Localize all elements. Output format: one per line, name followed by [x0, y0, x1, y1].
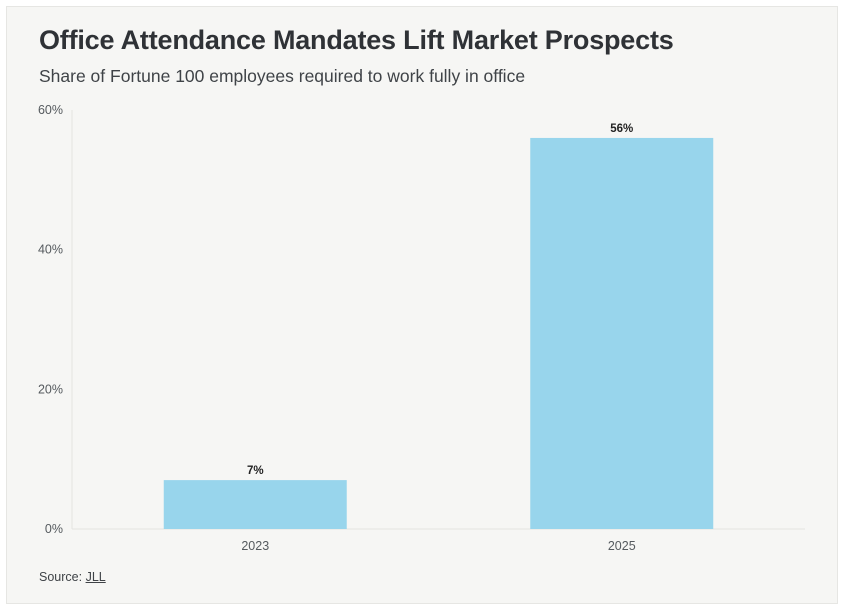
x-tick-label-2023: 2023 — [241, 539, 269, 553]
source-prefix: Source: — [39, 570, 86, 584]
x-tick-label-2025: 2025 — [608, 539, 636, 553]
y-tick-label: 20% — [38, 382, 63, 396]
chart-subtitle: Share of Fortune 100 employees required … — [39, 66, 526, 86]
y-tick-label: 60% — [38, 103, 63, 117]
data-label-2023: 7% — [247, 465, 264, 477]
chart-title: Office Attendance Mandates Lift Market P… — [39, 25, 674, 55]
bar-2025 — [530, 137, 714, 529]
data-label-2025: 56% — [610, 123, 633, 135]
y-tick-label: 0% — [45, 522, 63, 536]
source-note: Source: JLL — [39, 570, 106, 584]
bar-2023 — [163, 480, 347, 529]
y-tick-label: 40% — [38, 243, 63, 257]
source-link[interactable]: JLL — [85, 570, 106, 584]
